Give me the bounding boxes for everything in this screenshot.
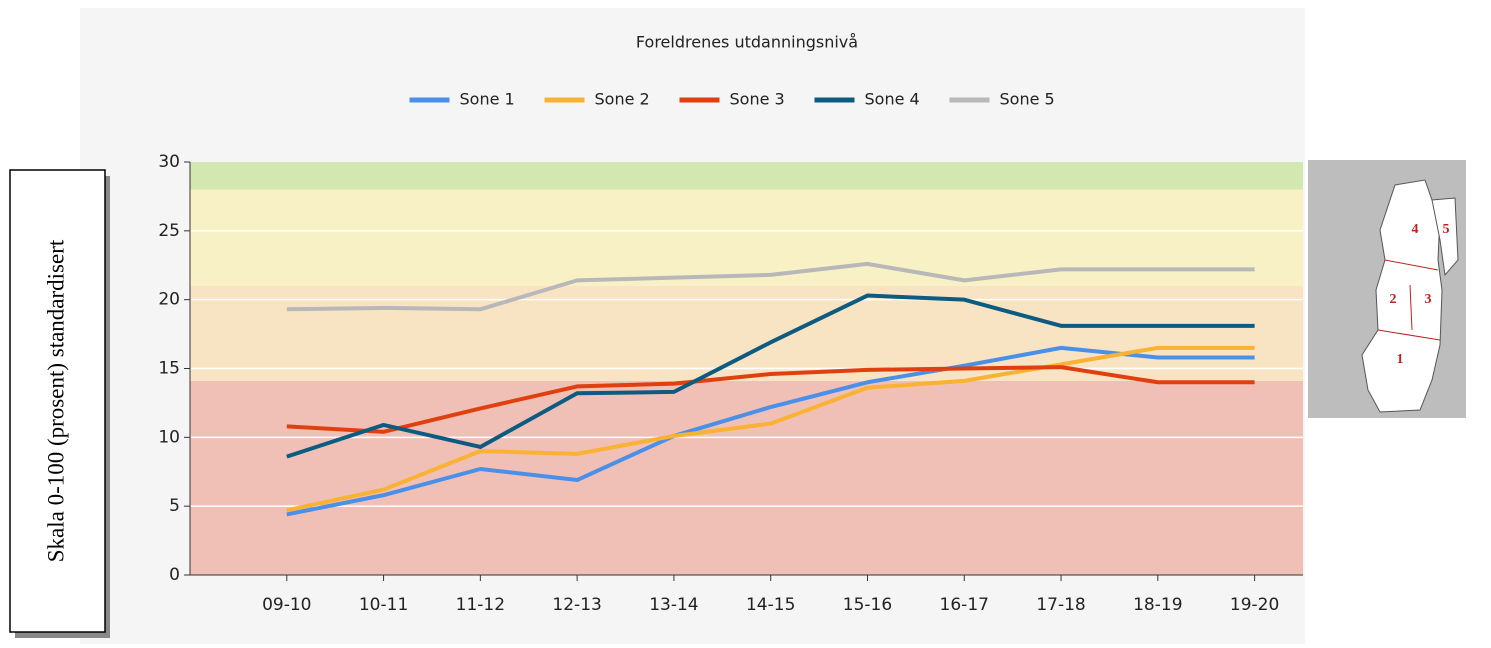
- chart-title: Foreldrenes utdanningsnivå: [636, 33, 858, 52]
- y-axis-label: Skala 0-100 (prosent) standardisert: [43, 239, 68, 562]
- series-line: [286, 345, 1255, 517]
- y-tick-label: 30: [158, 152, 180, 172]
- x-tick-label: 17-18: [1036, 595, 1085, 615]
- y-tick-label: 5: [169, 496, 180, 516]
- map-label: 4: [1412, 222, 1419, 237]
- legend-label: Sone 5: [1000, 90, 1055, 109]
- legend-label: Sone 2: [595, 90, 650, 109]
- x-tick-label: 12-13: [552, 595, 601, 615]
- y-tick-label: 20: [158, 290, 180, 310]
- label-box: [9, 169, 106, 633]
- background-band: [190, 189, 1303, 286]
- x-tick-label: 09-10: [262, 595, 311, 615]
- background-band: [190, 380, 1303, 575]
- y-tick-label: 15: [158, 359, 180, 379]
- y-tick-label: 0: [169, 565, 180, 585]
- x-tick-label: 18-19: [1133, 595, 1182, 615]
- map-label: 2: [1390, 292, 1397, 307]
- map-inset: [1308, 160, 1466, 418]
- legend-label: Sone 3: [730, 90, 785, 109]
- map-label: 3: [1425, 292, 1432, 307]
- legend-label: Sone 1: [460, 90, 515, 109]
- background-band: [190, 285, 1303, 381]
- x-tick-label: 14-15: [746, 595, 795, 615]
- background-band: [190, 162, 1303, 190]
- x-tick-label: 13-14: [649, 595, 698, 615]
- x-tick-label: 15-16: [843, 595, 892, 615]
- x-tick-label: 11-12: [456, 595, 505, 615]
- series-line: [286, 261, 1255, 312]
- legend-label: Sone 4: [865, 90, 920, 109]
- x-tick-label: 16-17: [940, 595, 989, 615]
- y-tick-label: 10: [158, 427, 180, 447]
- series-line: [286, 365, 1255, 434]
- map-label: 5: [1443, 222, 1450, 237]
- series-line: [286, 345, 1255, 513]
- map-borders: [1377, 259, 1441, 341]
- map-land: [1431, 197, 1459, 277]
- x-tick-label: 19-20: [1230, 595, 1279, 615]
- map-label: 1: [1397, 352, 1404, 367]
- series-line: [286, 293, 1255, 459]
- x-tick-label: 10-11: [359, 595, 408, 615]
- y-tick-label: 25: [158, 221, 180, 241]
